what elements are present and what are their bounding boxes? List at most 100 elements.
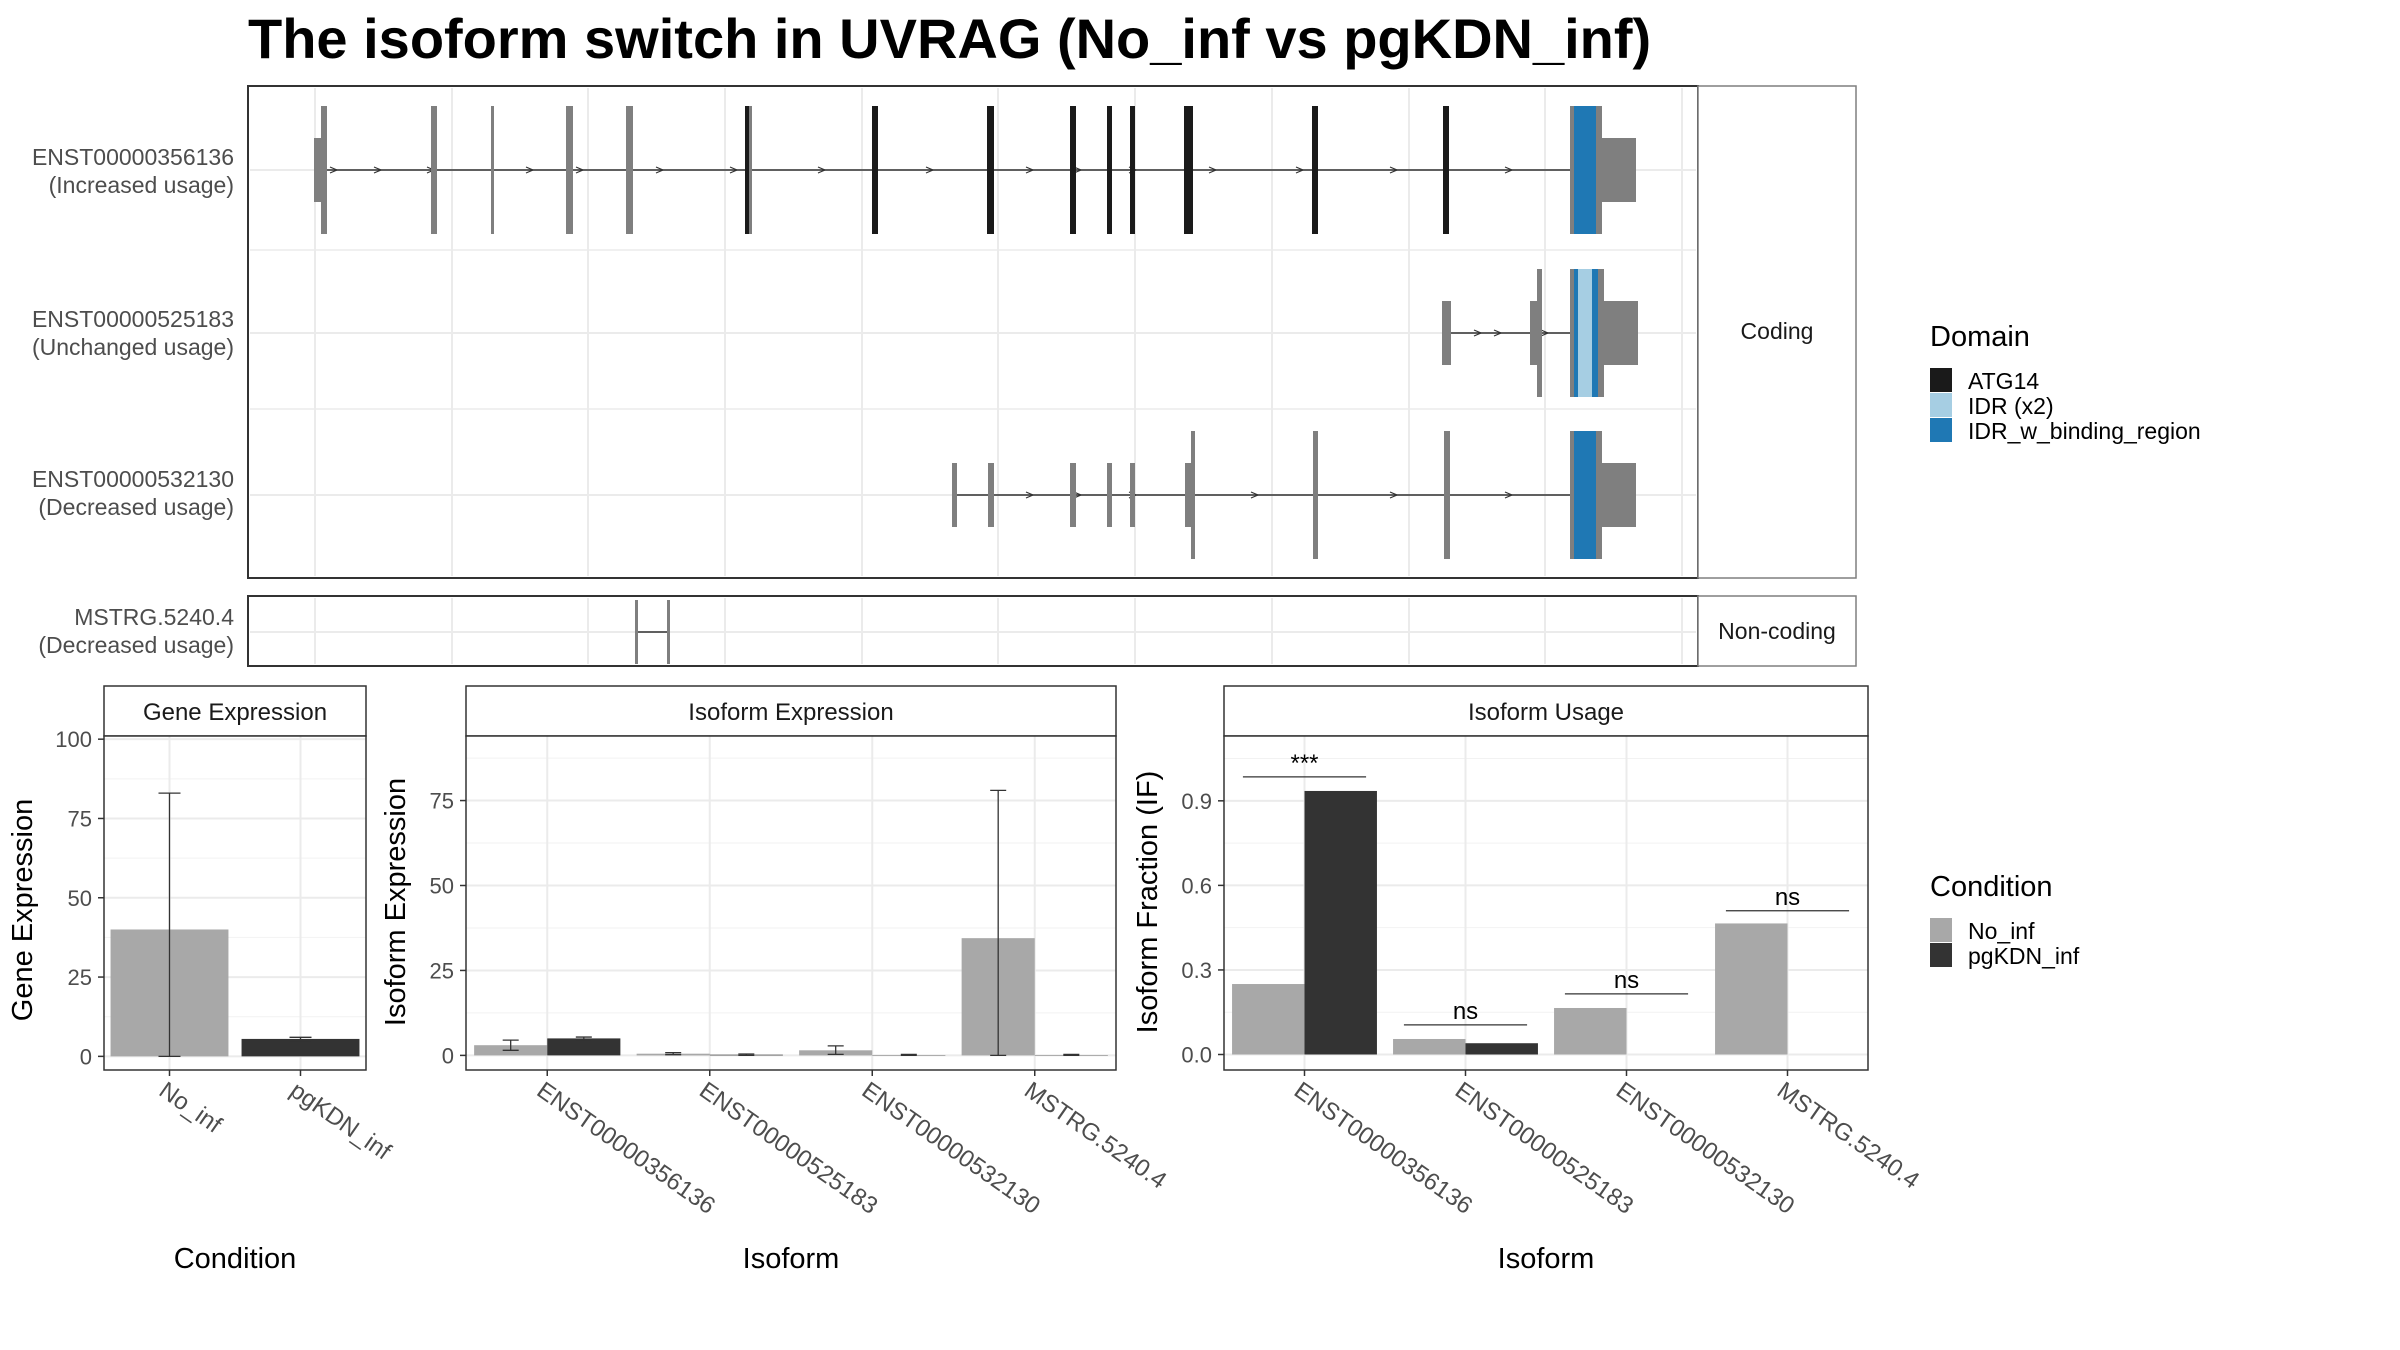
- coding-exon: [1107, 463, 1112, 527]
- coding-exon: [321, 106, 327, 234]
- x-tick-label: MSTRG.5240.4: [1772, 1077, 1924, 1195]
- strand-arrow: [1073, 166, 1083, 174]
- legend-label: No_inf: [1968, 918, 2035, 944]
- strand-arrow: [1473, 329, 1483, 337]
- domain-atg14: [1070, 106, 1076, 234]
- x-tick-label: ENST00000532130: [1611, 1077, 1799, 1220]
- domain-idr-binding: [1586, 431, 1596, 559]
- coding-exon: [1191, 431, 1195, 559]
- strand-arrow: [1389, 166, 1399, 174]
- domain-atg14: [1443, 106, 1449, 234]
- noncoding-exon: [667, 600, 670, 664]
- strand-arrow: [1504, 166, 1514, 174]
- legend-key-idr-binding: [1930, 418, 1952, 442]
- legend-label: pgKDN_inf: [1968, 943, 2080, 969]
- utr-exon: [1596, 431, 1602, 559]
- utr-exon: [1604, 301, 1638, 365]
- coding-exon: [988, 463, 994, 527]
- strand-arrow: [925, 166, 935, 174]
- x-tick-label: ENST00000532130: [857, 1077, 1045, 1220]
- domain-idr-binding: [1574, 106, 1586, 234]
- isoform-expression-panel: Isoform Expression Isoform Expression Is…: [380, 685, 1171, 1275]
- legend-key-no-inf: [1930, 918, 1952, 942]
- legend-key-atg14: [1930, 368, 1952, 392]
- y-tick-label: 0.3: [1181, 958, 1212, 983]
- significance-label: ns: [1453, 998, 1478, 1025]
- domain-idr-binding: [1586, 106, 1596, 234]
- domain-atg14: [1312, 106, 1318, 234]
- y-axis-title: Isoform Fraction (IF): [1132, 771, 1164, 1034]
- utr-exon: [1530, 301, 1538, 365]
- x-tick-label: ENST00000525183: [694, 1077, 882, 1220]
- y-tick-label: 25: [68, 965, 92, 990]
- significance-label: ns: [1614, 967, 1639, 994]
- strand-arrow: [1208, 166, 1218, 174]
- strand-arrow: [1540, 329, 1550, 337]
- panel-border: [465, 735, 1117, 1071]
- coding-exon: [626, 106, 633, 234]
- coding-strip-label: Coding: [1741, 318, 1814, 344]
- bar: [241, 1038, 360, 1057]
- bar: [1393, 1038, 1466, 1055]
- domain-atg14: [1107, 106, 1112, 234]
- y-tick-label: 75: [430, 789, 454, 814]
- x-tick-label: ENST00000356136: [1289, 1077, 1477, 1220]
- significance-label: ***: [1290, 750, 1318, 777]
- y-tick-label: 100: [55, 727, 92, 752]
- utr-exon: [1570, 269, 1574, 397]
- track-label-status: (Decreased usage): [38, 494, 234, 520]
- utr-exon: [1602, 138, 1636, 202]
- track-label-id: MSTRG.5240.4: [74, 604, 234, 630]
- coding-exon: [1444, 431, 1450, 559]
- coding-exon: [1313, 431, 1318, 559]
- utr-exon: [1442, 301, 1451, 365]
- x-tick-label: ENST00000525183: [1450, 1077, 1638, 1220]
- noncoding-strip: [1697, 595, 1857, 667]
- coding-strip: [1697, 85, 1857, 579]
- x-axis-title: Isoform: [1498, 1243, 1595, 1275]
- bar: [1554, 1007, 1627, 1055]
- domain-idr-binding: [1574, 269, 1578, 397]
- coding-exon: [566, 106, 573, 234]
- bar: [547, 1038, 621, 1056]
- utr-exon: [314, 138, 322, 202]
- x-tick-label: No_inf: [154, 1077, 227, 1139]
- panel-border: [1223, 735, 1869, 1071]
- bar: [1715, 923, 1788, 1055]
- strand-arrow: [817, 166, 827, 174]
- panel-strip-label: Isoform Expression: [688, 699, 893, 726]
- utr-exon: [1570, 106, 1574, 234]
- y-tick-label: 25: [430, 958, 454, 983]
- strand-arrow: [329, 166, 339, 174]
- domain-atg14: [1130, 106, 1135, 234]
- domain-legend-title: Domain: [1930, 321, 2030, 353]
- strand-arrow: [1250, 491, 1260, 499]
- bar: [1465, 1043, 1538, 1055]
- utr-exon: [1598, 269, 1604, 397]
- x-tick-label: MSTRG.5240.4: [1019, 1077, 1171, 1195]
- track-label-status: (Increased usage): [49, 172, 234, 198]
- y-tick-label: 75: [68, 806, 92, 831]
- domain-atg14: [745, 106, 752, 234]
- utr-exon: [1596, 106, 1602, 234]
- panel-strip-label: Gene Expression: [143, 699, 327, 726]
- domain-atg14: [987, 106, 994, 234]
- domain-idr: [1578, 269, 1592, 397]
- legend-label: ATG14: [1968, 368, 2039, 394]
- y-tick-label: 50: [430, 874, 454, 899]
- track-label-id: ENST00000532130: [32, 466, 234, 492]
- coding-exon: [1185, 463, 1193, 527]
- domain-idr-binding: [1574, 431, 1586, 559]
- track-label-status: (Unchanged usage): [32, 334, 234, 360]
- y-axis-title: Isoform Expression: [380, 778, 412, 1026]
- y-tick-label: 0: [442, 1043, 454, 1068]
- panel-strip-label: Isoform Usage: [1468, 699, 1624, 726]
- domain-idr-binding: [1592, 269, 1598, 397]
- utr-exon: [1570, 431, 1574, 559]
- domain-atg14: [872, 106, 878, 234]
- strand-arrow: [1025, 491, 1035, 499]
- condition-legend: Condition No_inf pgKDN_inf: [1930, 871, 2080, 969]
- noncoding-exon: [635, 600, 638, 664]
- coding-exon: [1130, 463, 1135, 527]
- x-axis-title: Condition: [174, 1243, 297, 1275]
